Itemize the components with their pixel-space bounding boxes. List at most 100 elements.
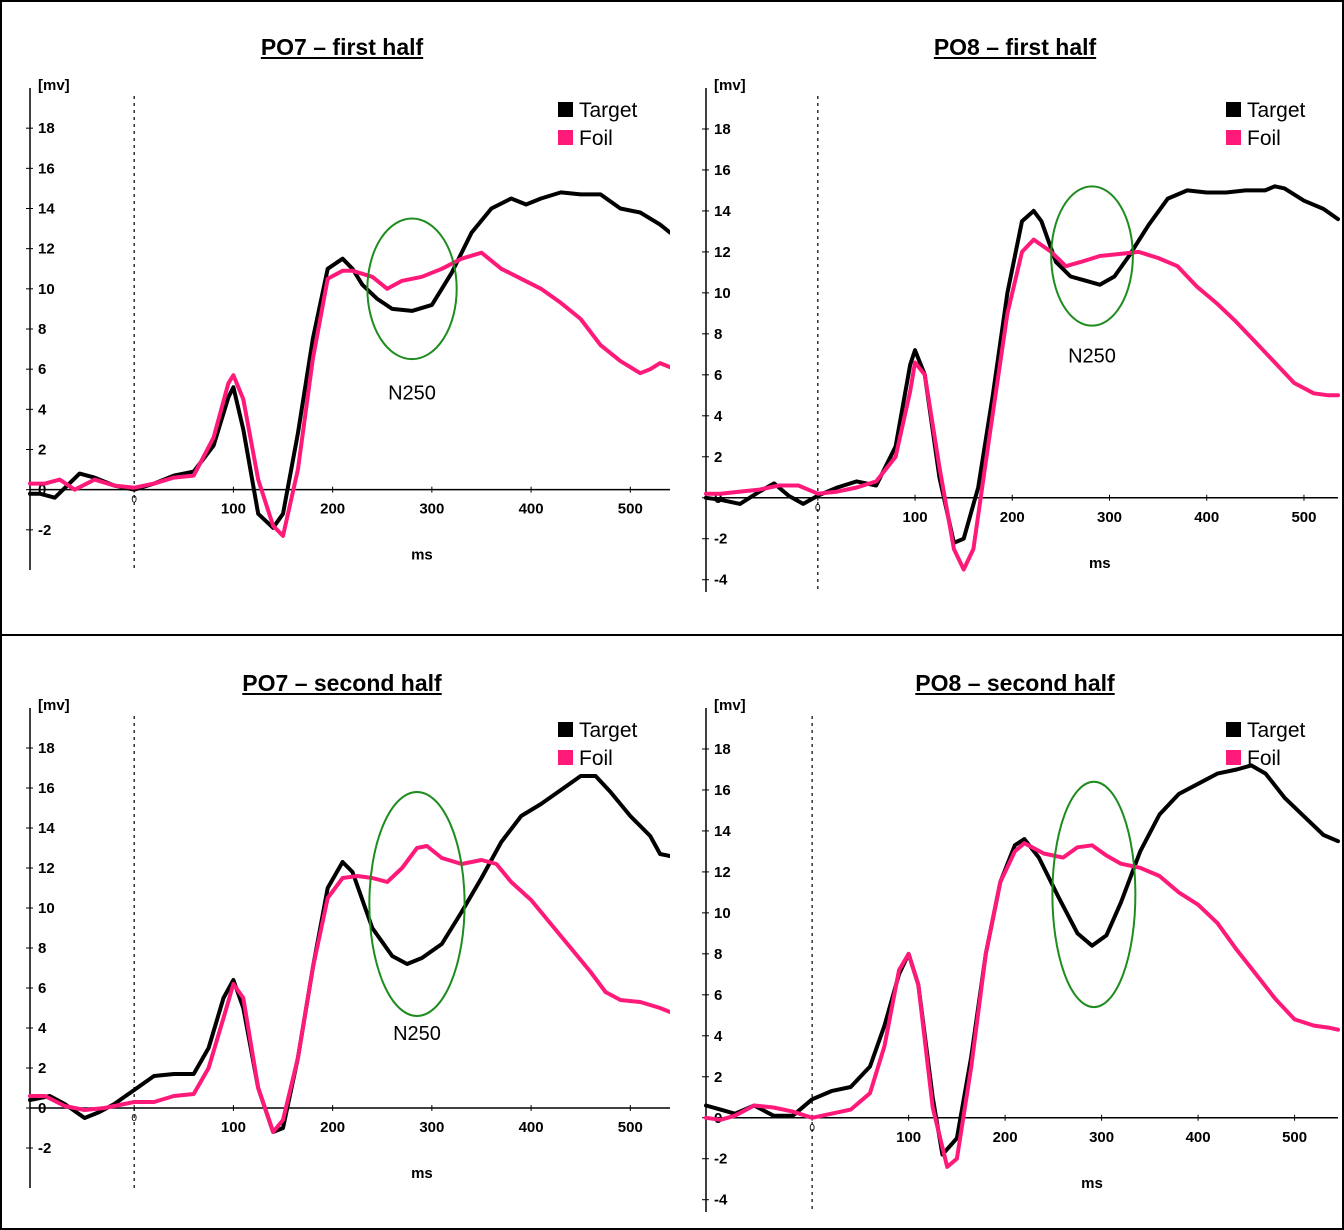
y-tick-label: -2 — [714, 1151, 727, 1168]
y-tick-label: 8 — [38, 940, 46, 957]
legend-swatch-target — [1226, 102, 1241, 117]
legend-swatch-foil — [1226, 750, 1241, 765]
x-tick-label: 300 — [1097, 509, 1122, 526]
y-axis-label: [mv] — [38, 697, 70, 714]
x-tick-label: 300 — [1089, 1129, 1114, 1146]
foil-series-line — [28, 250, 670, 538]
y-tick-label: -4 — [714, 1192, 728, 1209]
y-tick-label: 10 — [38, 900, 55, 917]
y-tick-label: -4 — [714, 572, 728, 589]
y-tick-label: 2 — [714, 1069, 722, 1086]
y-tick-label: 6 — [38, 361, 46, 378]
y-tick-label: 12 — [38, 860, 55, 877]
y-tick-label: 2 — [38, 1060, 46, 1077]
n250-ellipse — [368, 791, 466, 1017]
legend-label-foil: Foil — [1247, 747, 1281, 770]
legend-swatch-foil — [558, 750, 573, 765]
y-tick-label: 10 — [38, 281, 55, 298]
chart-title: PO8 – first half — [933, 34, 1097, 60]
legend-swatch-target — [1226, 722, 1241, 737]
y-tick-label: 6 — [714, 987, 722, 1004]
foil-series-line — [704, 237, 1340, 572]
legend-label-target: Target — [579, 99, 638, 122]
y-tick-label: 14 — [714, 203, 731, 220]
legend-swatch-foil — [558, 130, 573, 145]
y-axis-label: [mv] — [714, 77, 746, 94]
y-tick-label: -2 — [714, 531, 727, 548]
x-tick-label: 0 — [131, 1113, 137, 1124]
x-tick-label: 200 — [1000, 509, 1025, 526]
y-tick-label: 16 — [714, 782, 731, 799]
x-tick-label: 400 — [519, 1119, 544, 1136]
y-tick-label: 2 — [38, 442, 46, 459]
x-tick-label: 100 — [903, 509, 928, 526]
y-tick-label: -2 — [38, 1140, 51, 1157]
chart-panel-po7-first-half: PO7 – first half -2 0 2 4 6 8 10 12 14 16 18 [mv] 0 1… — [14, 0, 670, 612]
y-tick-label: 14 — [38, 820, 55, 837]
n250-label: N250 — [1068, 346, 1116, 368]
x-tick-label: 400 — [519, 501, 544, 518]
n250-label: N250 — [388, 382, 436, 404]
y-tick-label: 8 — [714, 946, 722, 963]
y-tick-label: 4 — [38, 401, 47, 418]
y-tick-label: 10 — [714, 905, 731, 922]
y-axis-label: [mv] — [714, 697, 746, 714]
y-tick-label: 18 — [714, 741, 731, 758]
n250-ellipse — [366, 217, 458, 361]
y-tick-label: 4 — [38, 1020, 47, 1037]
x-tick-label: 400 — [1186, 1129, 1211, 1146]
chart-panel-po7-second-half: PO7 – second half -2 0 2 4 6 8 10 12 14 16 18 [mv] 0… — [14, 636, 670, 1230]
target-series-line — [28, 190, 670, 530]
po7-first-half-plot: -2 0 2 4 6 8 10 12 14 16 18 [mv] 0 100 200 300 400 500 ms N… — [26, 77, 670, 570]
legend-label-target: Target — [1247, 99, 1306, 122]
y-tick-label: 2 — [714, 449, 722, 466]
x-tick-label: 300 — [419, 1119, 444, 1136]
y-tick-label: 18 — [714, 121, 731, 138]
n250-ellipse — [1051, 780, 1137, 1009]
y-tick-label: 10 — [714, 285, 731, 302]
chart-title: PO7 – second half — [242, 670, 442, 696]
legend-swatch-target — [558, 102, 573, 117]
n250-label: N250 — [393, 1023, 441, 1045]
y-tick-label: 8 — [714, 326, 722, 343]
y-tick-label: 0 — [38, 482, 46, 499]
foil-series-line — [704, 841, 1340, 1169]
x-tick-label: 500 — [618, 1119, 643, 1136]
legend-label-target: Target — [579, 719, 638, 742]
n250-ellipse — [1050, 185, 1134, 327]
chart-title: PO8 – second half — [915, 670, 1115, 696]
legend-label-target: Target — [1247, 719, 1306, 742]
x-tick-label: 0 — [809, 1123, 815, 1134]
y-tick-label: 6 — [38, 980, 46, 997]
x-tick-label: 300 — [419, 501, 444, 518]
x-tick-label: 0 — [815, 503, 821, 514]
legend-label-foil: Foil — [1247, 127, 1281, 150]
legend-label-foil: Foil — [579, 127, 613, 150]
y-axis-label: [mv] — [38, 77, 70, 94]
x-axis-label: ms — [1081, 1175, 1103, 1192]
y-tick-label: 16 — [38, 780, 55, 797]
legend-swatch-target — [558, 722, 573, 737]
x-axis-label: ms — [411, 547, 433, 564]
chart-panel-po8-first-half: PO8 – first half -4 -2 0 2 4 6 8 10 12 14 16 18 [mv]… — [690, 0, 1340, 612]
x-tick-label: 400 — [1194, 509, 1219, 526]
x-tick-label: 100 — [896, 1129, 921, 1146]
legend-swatch-foil — [1226, 130, 1241, 145]
x-axis-label: ms — [411, 1165, 433, 1182]
y-tick-label: 12 — [714, 864, 731, 881]
chart-panel-po8-second-half: PO8 – second half -4 -2 0 2 4 6 8 10 12 14 16 18 [mv… — [690, 636, 1340, 1230]
y-tick-label: 18 — [38, 120, 55, 137]
x-tick-label: 100 — [221, 501, 246, 518]
foil-series-line — [28, 844, 670, 1134]
y-tick-label: 14 — [714, 823, 731, 840]
y-tick-label: 14 — [38, 201, 55, 218]
y-tick-label: 12 — [38, 241, 55, 258]
legend-label-foil: Foil — [579, 747, 613, 770]
x-tick-label: 100 — [221, 1119, 246, 1136]
po7-second-half-plot: -2 0 2 4 6 8 10 12 14 16 18 [mv] 0 100 200 300 400 500 ms N… — [26, 697, 670, 1188]
x-tick-label: 500 — [618, 501, 643, 518]
x-tick-label: 500 — [1282, 1129, 1307, 1146]
